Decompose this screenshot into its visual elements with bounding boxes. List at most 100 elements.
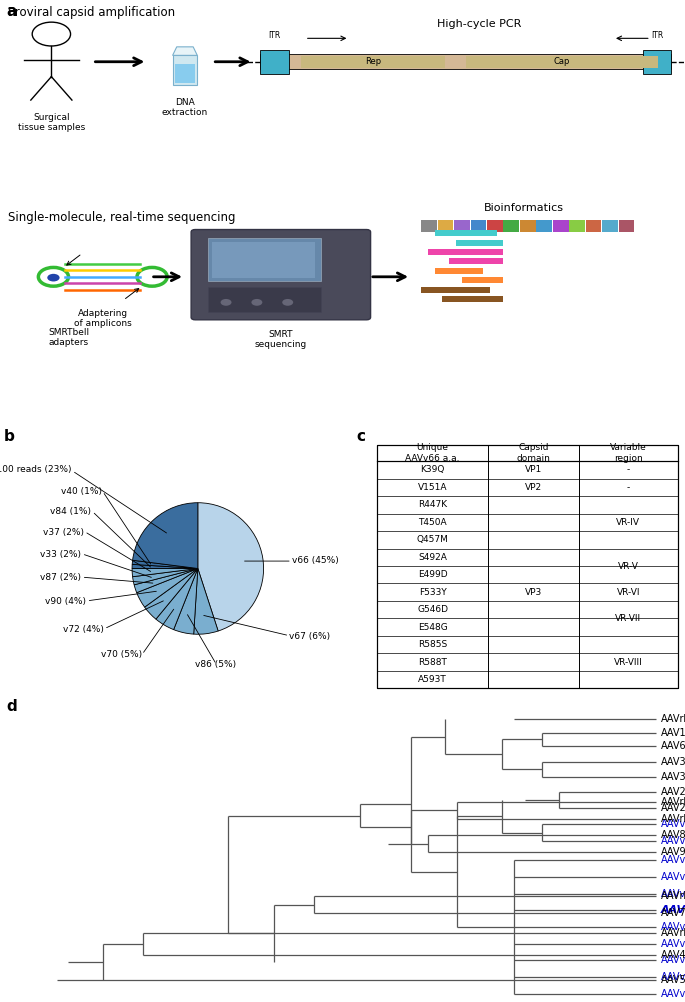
- Text: a: a: [7, 4, 17, 19]
- Text: VP3: VP3: [525, 588, 542, 597]
- Text: VP2: VP2: [525, 483, 542, 492]
- Text: v40 (1%): v40 (1%): [60, 487, 101, 496]
- Text: VP3: VP3: [525, 588, 542, 597]
- Text: T450A: T450A: [419, 518, 447, 527]
- Bar: [456, 239, 503, 245]
- Bar: [449, 259, 503, 265]
- Bar: [602, 220, 618, 232]
- Text: Proviral capsid amplification: Proviral capsid amplification: [8, 6, 175, 19]
- Wedge shape: [134, 568, 198, 593]
- Text: R588T: R588T: [418, 657, 447, 666]
- Bar: [212, 241, 315, 279]
- Text: Capsid
domain: Capsid domain: [516, 443, 551, 463]
- Wedge shape: [194, 568, 218, 634]
- Text: R447K: R447K: [418, 500, 447, 509]
- Text: E548G: E548G: [418, 622, 447, 631]
- Wedge shape: [133, 503, 198, 568]
- Text: d: d: [7, 699, 18, 714]
- Bar: [260, 54, 671, 69]
- Text: K39Q: K39Q: [421, 466, 445, 475]
- Bar: [643, 50, 671, 74]
- Text: VR-IV: VR-IV: [616, 518, 640, 527]
- Wedge shape: [132, 560, 198, 568]
- Text: AAVrh.43: AAVrh.43: [661, 814, 685, 824]
- Text: v72 (4%): v72 (4%): [63, 624, 104, 633]
- Text: v66 (45%): v66 (45%): [292, 556, 338, 565]
- Text: -: -: [627, 483, 630, 492]
- Bar: [208, 238, 321, 282]
- Text: v67 (6%): v67 (6%): [289, 632, 330, 641]
- Text: AAV4: AAV4: [661, 950, 685, 960]
- Wedge shape: [132, 564, 198, 568]
- Text: AAV3: AAV3: [661, 757, 685, 767]
- Text: VR-VIII: VR-VIII: [614, 657, 643, 666]
- Text: v86 (5%): v86 (5%): [195, 660, 236, 669]
- Text: AAVv90: AAVv90: [661, 872, 685, 882]
- Text: AAVv37: AAVv37: [661, 820, 685, 830]
- Text: AAV7: AAV7: [661, 908, 685, 918]
- Text: c: c: [356, 429, 365, 444]
- Text: High-cycle PCR: High-cycle PCR: [437, 19, 522, 29]
- Text: AAVrh.10: AAVrh.10: [661, 797, 685, 807]
- Text: Adaptering
of amplicons: Adaptering of amplicons: [74, 309, 132, 328]
- Bar: [435, 268, 483, 274]
- Bar: [208, 288, 321, 313]
- Bar: [173, 55, 197, 85]
- Text: AAV2: AAV2: [661, 803, 685, 813]
- Text: v33 (2%): v33 (2%): [40, 550, 82, 559]
- Text: S492A: S492A: [418, 553, 447, 562]
- Text: AAVv40: AAVv40: [661, 989, 685, 999]
- Text: v90 (4%): v90 (4%): [45, 597, 86, 606]
- Circle shape: [251, 299, 262, 306]
- Bar: [553, 220, 569, 232]
- Text: F533Y: F533Y: [419, 588, 447, 597]
- Text: AAV3B: AAV3B: [661, 772, 685, 782]
- Circle shape: [221, 299, 232, 306]
- Wedge shape: [132, 568, 198, 577]
- Text: AAV1: AAV1: [661, 727, 685, 737]
- Text: VR-IV: VR-IV: [616, 518, 640, 527]
- Polygon shape: [173, 47, 197, 55]
- Text: ITR: ITR: [651, 31, 663, 40]
- Text: AAVrh.39: AAVrh.39: [661, 713, 685, 723]
- Text: VR-V: VR-V: [618, 570, 639, 579]
- Text: Bioinformatics: Bioinformatics: [484, 203, 564, 213]
- Text: VP1: VP1: [525, 466, 542, 475]
- Text: VR-VI: VR-VI: [616, 588, 640, 597]
- Wedge shape: [156, 568, 198, 629]
- Text: Variants w/ <100 reads (23%): Variants w/ <100 reads (23%): [0, 465, 71, 474]
- Text: VR-VII: VR-VII: [615, 622, 641, 631]
- Bar: [175, 64, 195, 83]
- Text: AAVv87: AAVv87: [661, 836, 685, 846]
- Bar: [442, 296, 503, 302]
- Text: Cap: Cap: [553, 57, 570, 66]
- Bar: [435, 230, 497, 236]
- Wedge shape: [173, 568, 198, 634]
- Text: AAVrh.8: AAVrh.8: [661, 892, 685, 902]
- Text: SMRTbell
adapters: SMRTbell adapters: [48, 328, 89, 348]
- Text: AAVrh32.33: AAVrh32.33: [661, 928, 685, 938]
- Text: AAVv33: AAVv33: [661, 856, 685, 866]
- Text: VR-VII: VR-VII: [615, 614, 641, 623]
- Text: Rep: Rep: [365, 57, 382, 66]
- Text: AAV6: AAV6: [661, 741, 685, 752]
- Bar: [454, 220, 470, 232]
- Text: G546D: G546D: [417, 605, 448, 614]
- Bar: [520, 220, 536, 232]
- Circle shape: [47, 274, 60, 282]
- Bar: [462, 278, 503, 284]
- Bar: [421, 220, 437, 232]
- Text: AAV5: AAV5: [661, 975, 685, 985]
- Text: DNA
extraction: DNA extraction: [162, 98, 208, 117]
- Bar: [421, 287, 490, 293]
- Text: -: -: [627, 466, 630, 475]
- Bar: [260, 50, 289, 74]
- Text: v70 (5%): v70 (5%): [101, 650, 142, 659]
- Text: AAV2/3: AAV2/3: [661, 788, 685, 798]
- Bar: [569, 220, 585, 232]
- Text: VR-VI: VR-VI: [616, 588, 640, 597]
- Wedge shape: [133, 568, 198, 585]
- Text: AAV9: AAV9: [661, 847, 685, 857]
- Text: Unique
AAVv66 a.a.: Unique AAVv66 a.a.: [406, 443, 460, 463]
- Circle shape: [282, 299, 293, 306]
